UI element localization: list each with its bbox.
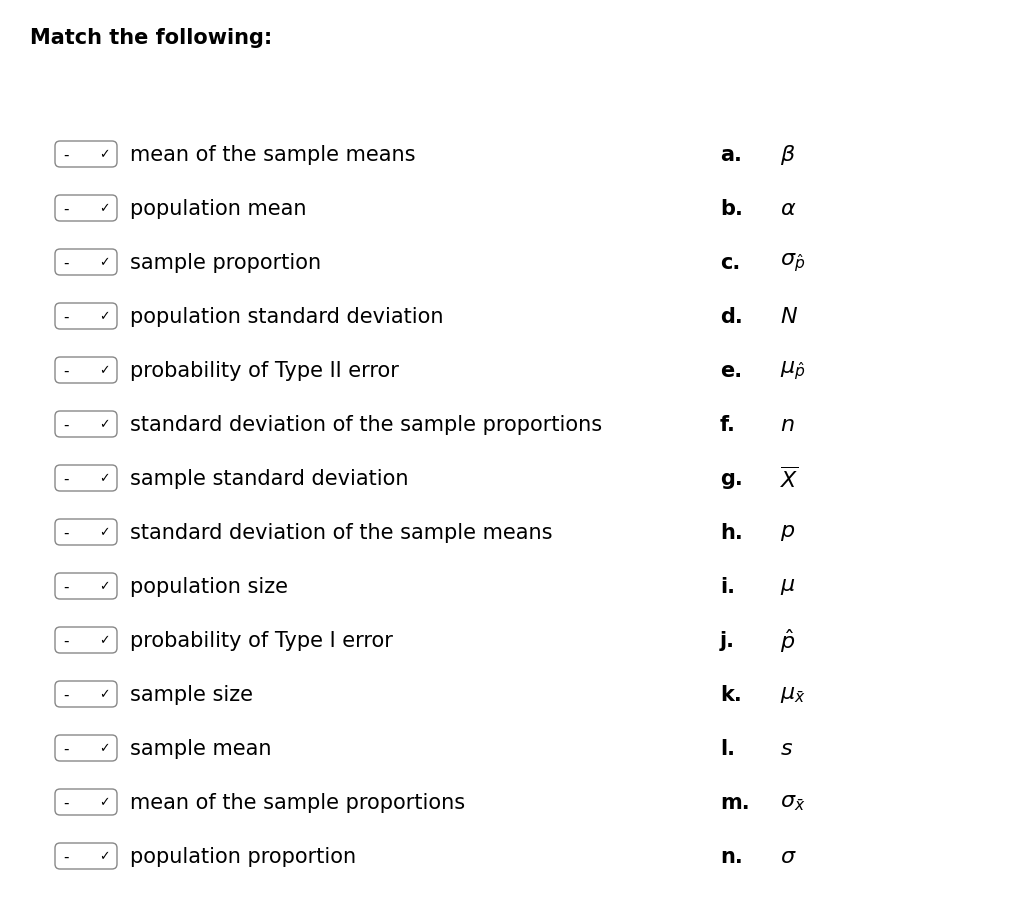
Text: -: - [63, 309, 69, 324]
Text: f.: f. [720, 414, 736, 434]
FancyBboxPatch shape [55, 358, 117, 384]
Text: l.: l. [720, 738, 735, 759]
FancyBboxPatch shape [55, 628, 117, 653]
FancyBboxPatch shape [55, 843, 117, 869]
Text: ✓: ✓ [99, 202, 110, 215]
FancyBboxPatch shape [55, 303, 117, 330]
FancyBboxPatch shape [55, 412, 117, 438]
Text: -: - [63, 201, 69, 216]
Text: $N$: $N$ [780, 307, 798, 327]
Text: ✓: ✓ [99, 472, 110, 485]
FancyBboxPatch shape [55, 681, 117, 707]
Text: $s$: $s$ [780, 738, 794, 759]
Text: $\hat{p}$: $\hat{p}$ [780, 627, 796, 654]
Text: j.: j. [720, 630, 735, 650]
Text: k.: k. [720, 684, 741, 704]
Text: ✓: ✓ [99, 526, 110, 539]
Text: ✓: ✓ [99, 256, 110, 269]
Text: -: - [63, 417, 69, 432]
Text: standard deviation of the sample means: standard deviation of the sample means [130, 523, 553, 543]
Text: mean of the sample proportions: mean of the sample proportions [130, 792, 465, 812]
Text: -: - [63, 525, 69, 540]
Text: n.: n. [720, 846, 742, 866]
FancyBboxPatch shape [55, 250, 117, 275]
Text: -: - [63, 471, 69, 486]
Text: -: - [63, 579, 69, 594]
Text: $\sigma_{\bar{x}}$: $\sigma_{\bar{x}}$ [780, 792, 806, 812]
FancyBboxPatch shape [55, 789, 117, 815]
Text: ✓: ✓ [99, 850, 110, 862]
Text: ✓: ✓ [99, 741, 110, 755]
Text: Match the following:: Match the following: [30, 28, 272, 48]
Text: sample standard deviation: sample standard deviation [130, 469, 409, 489]
Text: $\beta$: $\beta$ [780, 143, 796, 167]
Text: c.: c. [720, 253, 740, 273]
Text: standard deviation of the sample proportions: standard deviation of the sample proport… [130, 414, 602, 434]
Text: -: - [63, 633, 69, 647]
Text: $\mu_{\hat{p}}$: $\mu_{\hat{p}}$ [780, 359, 806, 382]
Text: -: - [63, 687, 69, 702]
Text: ✓: ✓ [99, 418, 110, 431]
Text: $\overline{X}$: $\overline{X}$ [780, 466, 799, 491]
Text: -: - [63, 363, 69, 378]
Text: a.: a. [720, 144, 741, 165]
Text: m.: m. [720, 792, 750, 812]
Text: population proportion: population proportion [130, 846, 356, 866]
Text: $n$: $n$ [780, 414, 795, 434]
Text: -: - [63, 740, 69, 756]
Text: -: - [63, 849, 69, 863]
Text: $\mu$: $\mu$ [780, 576, 796, 596]
Text: sample mean: sample mean [130, 738, 271, 759]
Text: $\sigma$: $\sigma$ [780, 846, 797, 866]
FancyBboxPatch shape [55, 465, 117, 491]
Text: e.: e. [720, 360, 742, 380]
Text: $\sigma_{\hat{p}}$: $\sigma_{\hat{p}}$ [780, 251, 805, 275]
Text: population mean: population mean [130, 199, 306, 219]
Text: -: - [63, 147, 69, 163]
Text: h.: h. [720, 523, 742, 543]
Text: ✓: ✓ [99, 796, 110, 808]
Text: ✓: ✓ [99, 310, 110, 323]
Text: g.: g. [720, 469, 742, 489]
Text: ✓: ✓ [99, 364, 110, 377]
Text: ✓: ✓ [99, 634, 110, 647]
Text: $\mu_{\bar{x}}$: $\mu_{\bar{x}}$ [780, 684, 806, 704]
Text: sample size: sample size [130, 684, 253, 704]
Text: probability of Type I error: probability of Type I error [130, 630, 393, 650]
Text: sample proportion: sample proportion [130, 253, 322, 273]
Text: mean of the sample means: mean of the sample means [130, 144, 416, 165]
Text: -: - [63, 795, 69, 810]
FancyBboxPatch shape [55, 142, 117, 168]
Text: population standard deviation: population standard deviation [130, 307, 443, 327]
Text: ✓: ✓ [99, 148, 110, 162]
FancyBboxPatch shape [55, 735, 117, 761]
FancyBboxPatch shape [55, 573, 117, 600]
Text: $\alpha$: $\alpha$ [780, 199, 797, 219]
Text: ✓: ✓ [99, 688, 110, 701]
Text: b.: b. [720, 199, 742, 219]
Text: d.: d. [720, 307, 742, 327]
FancyBboxPatch shape [55, 519, 117, 545]
Text: ✓: ✓ [99, 580, 110, 593]
Text: -: - [63, 256, 69, 270]
Text: $p$: $p$ [780, 523, 796, 543]
Text: population size: population size [130, 576, 288, 596]
FancyBboxPatch shape [55, 196, 117, 222]
Text: probability of Type II error: probability of Type II error [130, 360, 399, 380]
Text: i.: i. [720, 576, 735, 596]
